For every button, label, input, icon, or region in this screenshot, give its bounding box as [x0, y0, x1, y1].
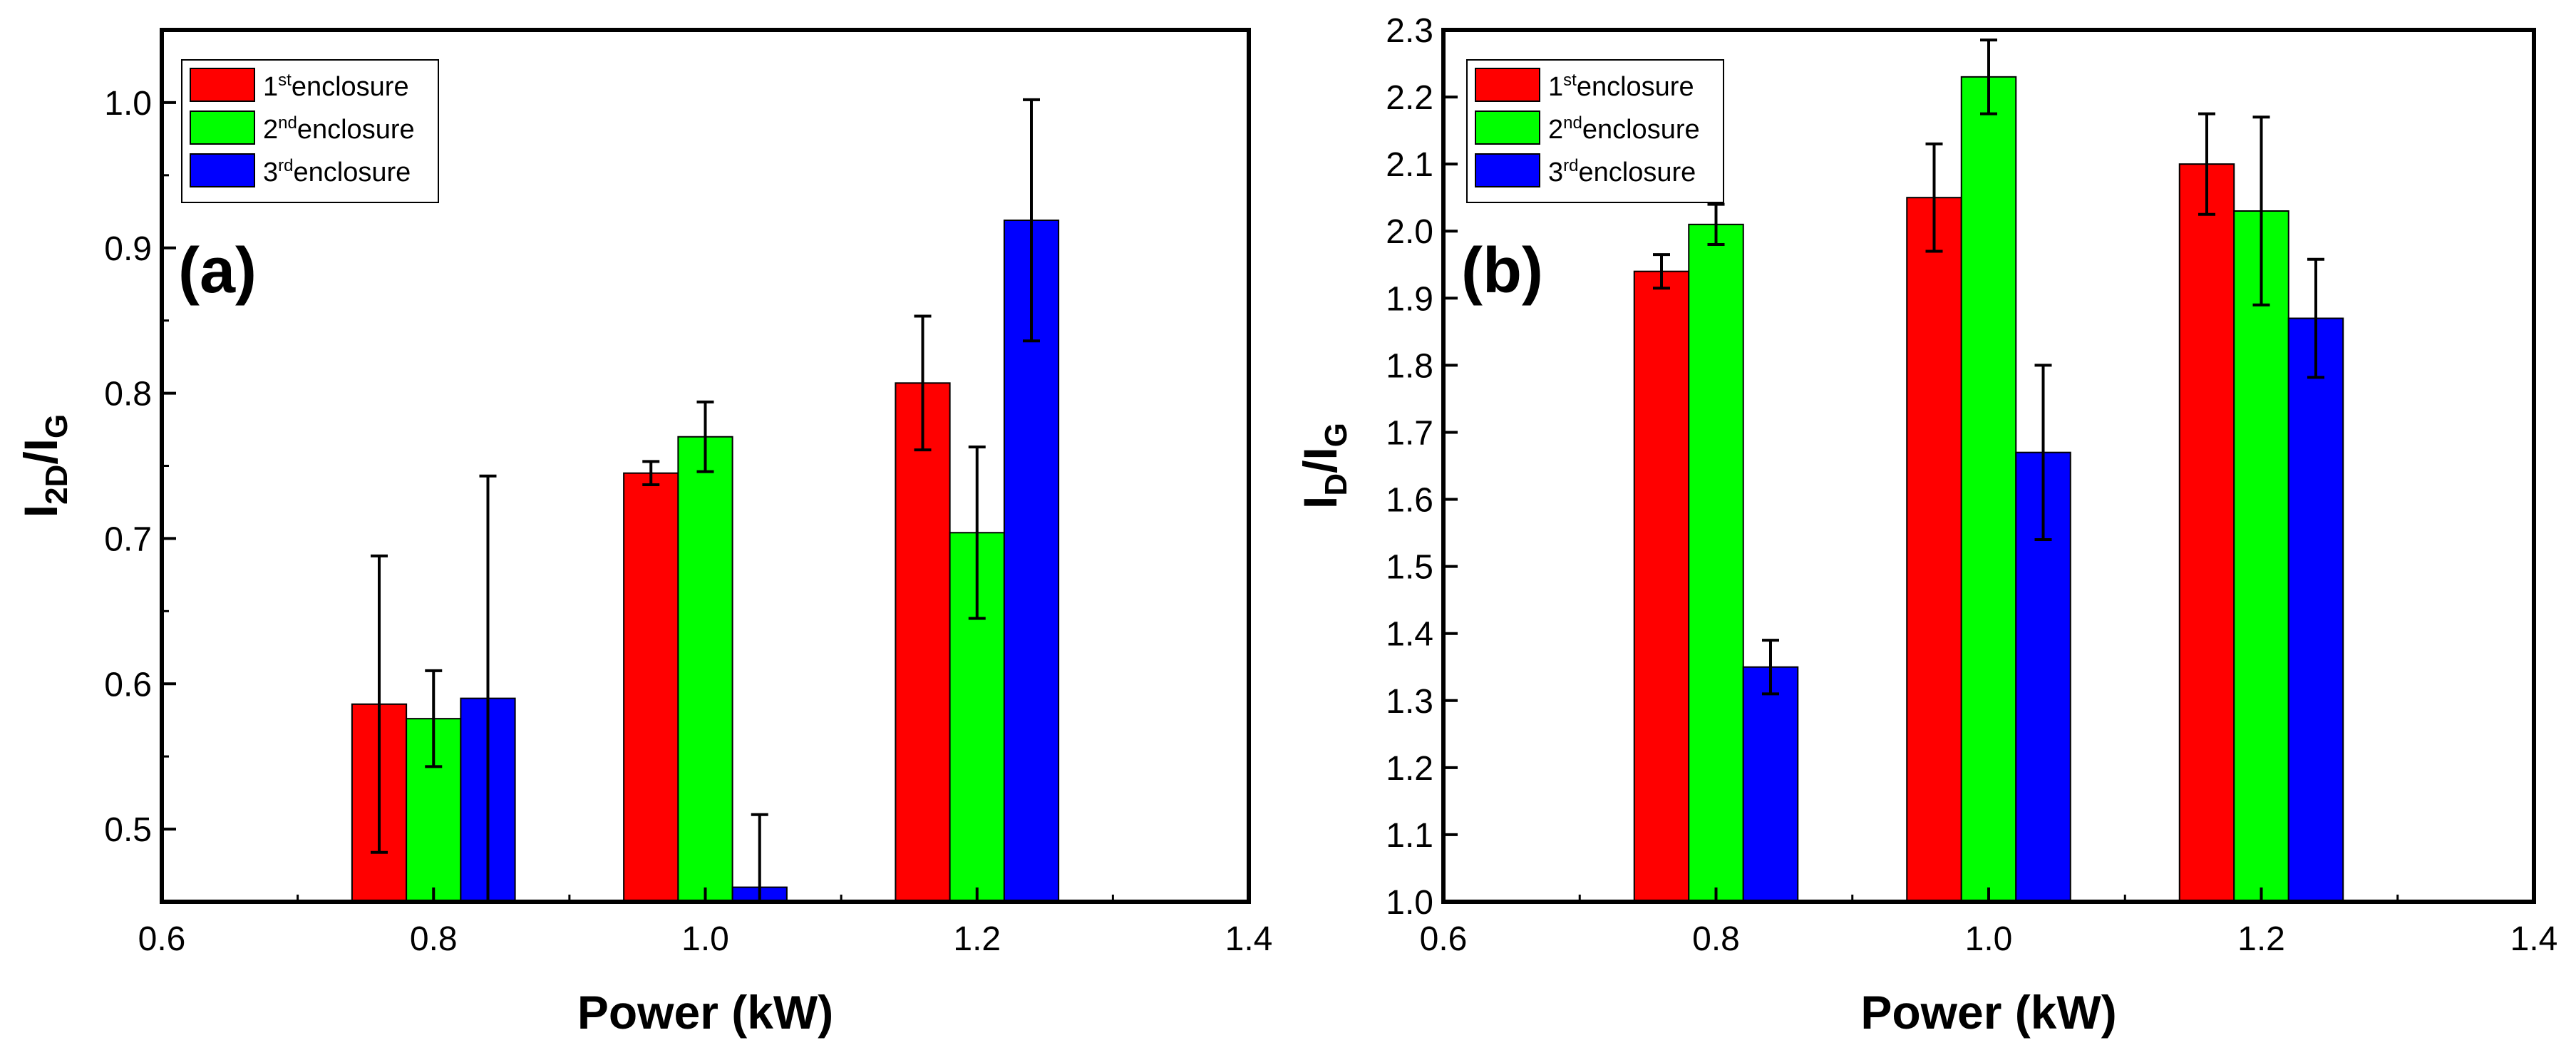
- y-axis-label-part: /I: [14, 438, 67, 465]
- legend-entry-label: 3rdenclosure: [263, 156, 411, 187]
- y-tick-label: 1.1: [1386, 817, 1433, 855]
- bar-1st-1.2: [895, 382, 951, 902]
- legend-suffix: st: [1563, 71, 1577, 90]
- bar-2nd-1.2: [2233, 210, 2289, 902]
- panel-label: (a): [178, 235, 257, 307]
- x-tick-label: 1.0: [1965, 920, 2013, 958]
- y-tick-label: 0.7: [104, 520, 152, 558]
- y-tick-label: 1.5: [1386, 549, 1433, 587]
- y-tick-label: 1.4: [1386, 616, 1433, 654]
- panel-label: (b): [1461, 235, 1543, 307]
- x-tick-label: 1.4: [1225, 920, 1273, 958]
- y-tick-label: 2.1: [1386, 146, 1433, 184]
- x-tick-label: 0.6: [1420, 920, 1468, 958]
- legend-swatch-3rd: [1475, 153, 1540, 187]
- y-tick-label: 1.6: [1386, 482, 1433, 520]
- bar-2nd-0.8: [1688, 223, 1744, 903]
- legend-entry-label: 2ndenclosure: [263, 113, 415, 145]
- legend-suffix: st: [278, 71, 292, 90]
- y-axis-label-subscript: G: [39, 414, 74, 438]
- y-axis-label-subscript: D: [1319, 473, 1354, 496]
- chart-panel-1: 0.5 0.6 0.7 0.8 0.9 1.0 0.6 0.8 1.0 1.2 1.4 Power (…: [14, 28, 1273, 1039]
- y-tick-label: 1.0: [1386, 884, 1433, 922]
- bar-1st-1: [623, 472, 679, 902]
- bar-2nd-1: [1960, 76, 2017, 902]
- y-tick-label: 0.6: [104, 666, 152, 704]
- legend-swatch-1st: [190, 68, 255, 102]
- y-tick-label: 1.7: [1386, 414, 1433, 452]
- y-tick-label: 2.2: [1386, 79, 1433, 117]
- y-tick-label: 2.3: [1386, 12, 1433, 50]
- legend-ordinal: 2: [263, 115, 278, 145]
- y-tick-label: 0.8: [104, 376, 152, 413]
- bar-2nd-1: [677, 436, 733, 902]
- x-axis-label: Power (kW): [577, 986, 833, 1039]
- y-tick-label: 0.5: [104, 811, 152, 849]
- y-tick-label: 2.0: [1386, 213, 1433, 251]
- x-tick-label: 0.8: [410, 920, 458, 958]
- y-axis-label-part: /I: [1294, 447, 1346, 473]
- chart-panel-2: 1.0 1.1 1.2 1.3 1.4 1.5 1.6 1.7 1.8 1.9 2.0 2.1 2.2 2…: [1294, 12, 2557, 1039]
- x-tick-label: 1.2: [2237, 920, 2285, 958]
- legend-entry-label: 2ndenclosure: [1548, 113, 1700, 145]
- bar-1st-0.8: [1633, 270, 1690, 902]
- legend-ordinal: 2: [1548, 115, 1563, 145]
- y-tick-label: 1.0: [104, 85, 152, 123]
- legend-name: enclosure: [292, 72, 409, 102]
- legend-entry-label: 1stenclosure: [263, 71, 409, 102]
- legend-swatch-2nd: [190, 110, 255, 145]
- bar-3rd-0.8: [1742, 666, 1799, 902]
- y-tick-label: 1.9: [1386, 280, 1433, 318]
- legend-suffix: nd: [278, 113, 297, 133]
- legend-swatch-2nd: [1475, 110, 1540, 145]
- legend-name: enclosure: [297, 115, 415, 145]
- bar-1st-1.2: [2178, 163, 2235, 903]
- y-axis-label: I2D/IG: [14, 414, 74, 518]
- x-tick-label: 0.6: [138, 920, 186, 958]
- legend-suffix: rd: [278, 156, 293, 175]
- x-tick-label: 1.0: [681, 920, 729, 958]
- bar-3rd-1.2: [2287, 317, 2344, 902]
- y-tick-label: 1.3: [1386, 683, 1433, 721]
- legend-name: enclosure: [1578, 158, 1696, 187]
- x-tick-label: 0.8: [1692, 920, 1740, 958]
- legend-swatch-3rd: [190, 153, 255, 187]
- x-tick-label: 1.2: [953, 920, 1001, 958]
- y-axis-label-subscript: G: [1319, 423, 1354, 447]
- legend-entry-label: 1stenclosure: [1548, 71, 1694, 102]
- legend-name: enclosure: [1582, 115, 1700, 145]
- y-axis-label-subscript: 2D: [39, 465, 74, 505]
- legend-name: enclosure: [293, 158, 411, 187]
- x-axis-label: Power (kW): [1860, 986, 2116, 1039]
- y-axis-label-part: I: [1294, 496, 1346, 509]
- legend-suffix: nd: [1563, 113, 1582, 133]
- bar-1st-1: [1906, 197, 1962, 902]
- y-tick-label: 1.2: [1386, 750, 1433, 788]
- legend-ordinal: 1: [1548, 72, 1563, 102]
- legend-entry-label: 3rdenclosure: [1548, 156, 1696, 187]
- legend-name: enclosure: [1577, 72, 1694, 102]
- legend-suffix: rd: [1563, 156, 1578, 175]
- legend-ordinal: 3: [263, 158, 278, 187]
- legend-ordinal: 3: [1548, 158, 1563, 187]
- y-axis-label: ID/IG: [1294, 423, 1354, 509]
- y-axis-label-part: I: [14, 505, 67, 518]
- y-tick-label: 1.8: [1386, 347, 1433, 385]
- x-tick-label: 1.4: [2510, 920, 2558, 958]
- y-tick-label: 0.9: [104, 230, 152, 268]
- legend-ordinal: 1: [263, 72, 278, 102]
- legend-swatch-1st: [1475, 68, 1540, 102]
